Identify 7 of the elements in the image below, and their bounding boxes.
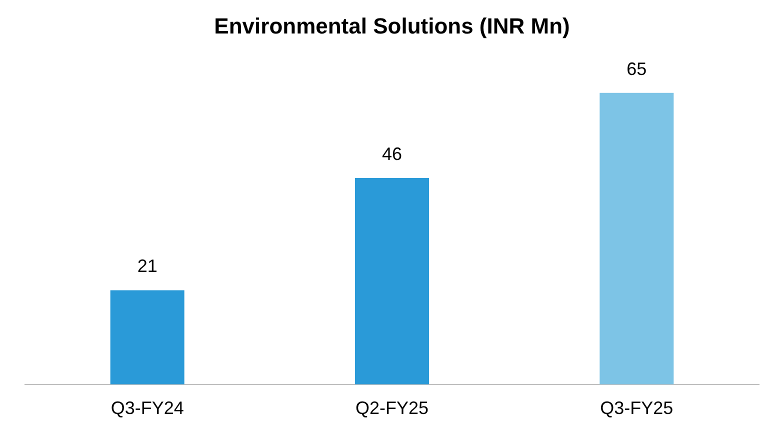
x-tick-label: Q2-FY25 [355,398,429,418]
data-label: 21 [137,256,158,276]
data-label: 65 [626,58,647,79]
data-label: 46 [382,144,402,164]
x-tick-label: Q3-FY24 [110,398,184,418]
x-tick-label: Q3-FY25 [600,398,674,418]
chart-title: Environmental Solutions (INR Mn) [214,13,570,38]
